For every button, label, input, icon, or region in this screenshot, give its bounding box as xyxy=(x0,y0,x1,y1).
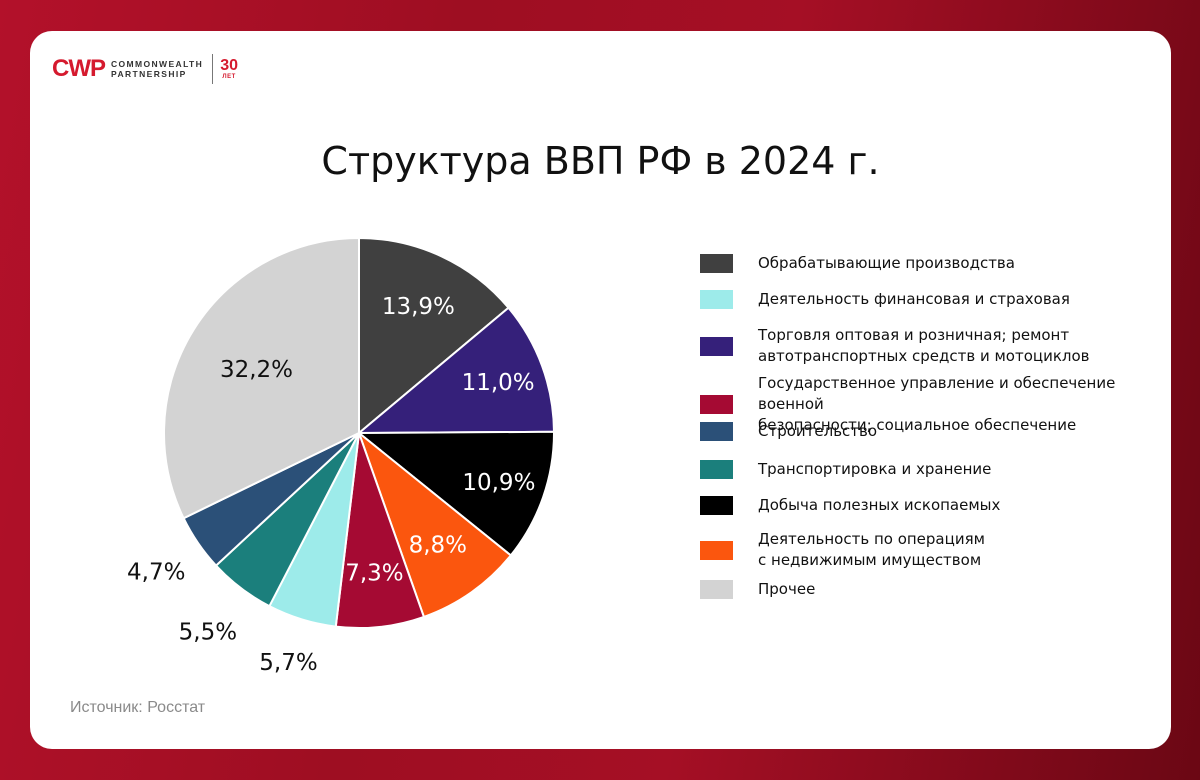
pie-slice xyxy=(356,430,513,619)
logo-anniversary: 30 ЛЕТ xyxy=(220,56,238,81)
pie-slice-label: 7,3% xyxy=(345,561,403,587)
pie-slice-label: 13,9% xyxy=(382,294,455,320)
legend-label: Торговля оптовая и розничная; ремонт авт… xyxy=(758,326,1090,365)
legend-item: Деятельность по операциям с недвижимым и… xyxy=(700,529,985,571)
logo-separator xyxy=(212,54,214,84)
pie-slice xyxy=(356,306,556,435)
legend-swatch xyxy=(700,460,733,479)
legend-label: Государственное управление и обеспечение… xyxy=(758,374,1116,434)
logo-years-number: 30 xyxy=(220,56,238,74)
legend-swatch xyxy=(700,496,733,515)
source-note: Источник: Росстат xyxy=(70,699,206,716)
legend-swatch xyxy=(700,540,733,560)
pie-slice xyxy=(163,236,360,520)
legend-swatch xyxy=(700,422,733,441)
legend-item: Государственное управление и обеспечение… xyxy=(700,373,1160,436)
legend-label: Добыча полезных ископаемых xyxy=(758,496,1001,514)
legend-swatch xyxy=(700,290,733,309)
legend-label: Обрабатывающие производства xyxy=(758,254,1015,272)
legend-label: Прочее xyxy=(758,580,816,598)
chart-card: CWP COMMONWEALTH PARTNERSHIP 30 ЛЕТ Стру… xyxy=(30,31,1171,749)
pie-slice-label: 10,9% xyxy=(462,470,535,496)
logo-name-line2: PARTNERSHIP xyxy=(111,69,187,79)
logo-words: COMMONWEALTH PARTNERSHIP xyxy=(111,59,203,79)
legend-label: Строительство xyxy=(758,422,878,440)
legend-item: Добыча полезных ископаемых xyxy=(700,495,1000,516)
pie-slice-label: 32,2% xyxy=(220,357,293,383)
legend-item: Строительство xyxy=(700,421,877,442)
legend-swatch xyxy=(700,395,733,414)
pie-chart: 13,9% 11,0% 10,9% 8,8%7,3% 5,7% 5,5% 4,7% 32,2% xyxy=(127,236,556,676)
pie-slice-label: 5,5% xyxy=(179,620,237,646)
logo-mark: CWP xyxy=(52,55,106,82)
brand-logo: CWP COMMONWEALTH PARTNERSHIP 30 ЛЕТ xyxy=(52,51,238,87)
legend-item: Прочее xyxy=(700,579,815,600)
legend-label: Деятельность финансовая и страховая xyxy=(758,290,1070,308)
legend-item: Торговля оптовая и розничная; ремонт авт… xyxy=(700,325,1090,367)
legend-item: Обрабатывающие производства xyxy=(700,253,1015,274)
pie-slice-label: 5,7% xyxy=(259,650,317,676)
pie-slice xyxy=(356,430,555,557)
pie-slice-label: 11,0% xyxy=(462,370,535,396)
legend-swatch xyxy=(700,254,733,273)
pie-slice xyxy=(358,236,510,436)
pie-slice-label: 4,7% xyxy=(127,560,185,586)
pie-slice-label: 8,8% xyxy=(409,532,467,558)
legend-swatch xyxy=(700,336,733,356)
legend-item: Деятельность финансовая и страховая xyxy=(700,289,1070,310)
legend-label: Деятельность по операциям с недвижимым и… xyxy=(758,530,985,569)
chart-title: Структура ВВП РФ в 2024 г. xyxy=(321,139,880,183)
legend-swatch xyxy=(700,580,733,599)
legend-item: Транспортировка и хранение xyxy=(700,459,991,480)
logo-years-unit: ЛЕТ xyxy=(222,73,236,80)
logo-name-line1: COMMONWEALTH xyxy=(111,59,204,69)
legend-label: Транспортировка и хранение xyxy=(758,460,992,478)
